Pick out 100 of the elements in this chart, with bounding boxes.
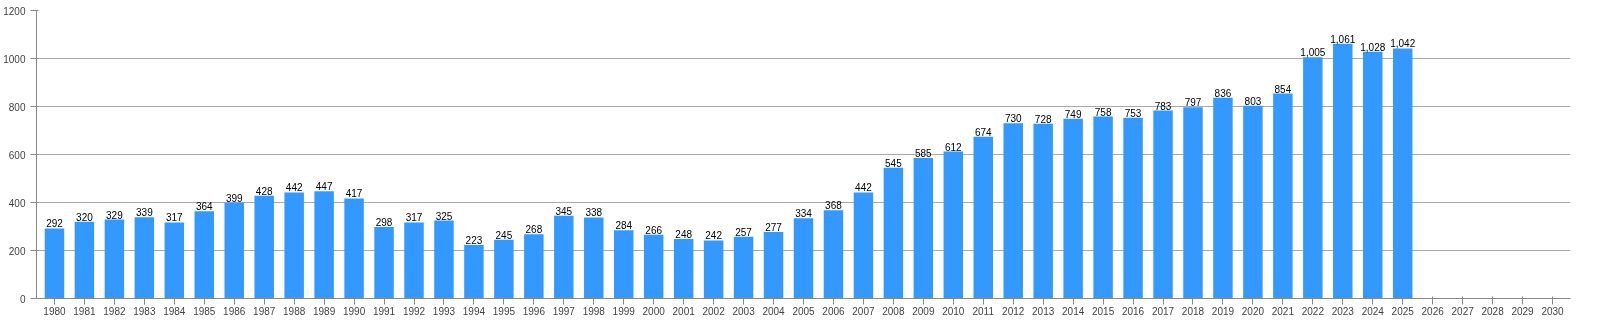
- data-label: 284: [615, 220, 633, 232]
- data-label: 545: [885, 157, 903, 169]
- bar: [973, 136, 993, 299]
- data-label: 292: [46, 218, 64, 230]
- data-label: 854: [1274, 83, 1292, 95]
- x-tick-label: 1998: [582, 305, 606, 317]
- x-tick-label: 2011: [972, 305, 995, 317]
- y-tick-label: 0: [19, 293, 26, 305]
- bar: [1183, 107, 1203, 299]
- x-tick-label: 2005: [792, 305, 816, 317]
- data-label: 428: [255, 185, 273, 197]
- data-label: 245: [495, 229, 513, 241]
- x-tick-label: 1994: [462, 305, 486, 317]
- x-tick-label: 2000: [642, 305, 666, 317]
- bar: [1093, 116, 1113, 299]
- data-label: 797: [1184, 97, 1202, 109]
- bar: [254, 195, 274, 299]
- y-tick-label: 400: [8, 197, 26, 209]
- bar: [853, 192, 874, 299]
- bar: [74, 221, 95, 299]
- bar: [1363, 51, 1383, 299]
- data-label: 728: [1034, 113, 1052, 125]
- bar: [614, 230, 634, 299]
- x-tick-label: 1983: [133, 305, 156, 317]
- bar: [943, 151, 964, 299]
- bar: [134, 217, 155, 299]
- bar: [584, 217, 604, 299]
- data-label: 1,005: [1300, 47, 1326, 59]
- x-tick-label: 2022: [1301, 305, 1325, 317]
- bar: [1033, 123, 1053, 299]
- data-label: 345: [555, 205, 573, 217]
- data-label: 266: [645, 224, 663, 236]
- x-tick-label: 2029: [1511, 305, 1535, 317]
- bar: [434, 220, 454, 299]
- x-tick-label: 2004: [762, 305, 786, 317]
- bar: [374, 226, 394, 299]
- x-tick-label: 1987: [253, 305, 276, 317]
- x-tick-label: 2017: [1151, 305, 1175, 317]
- data-label: 338: [585, 207, 603, 219]
- x-tick-label: 1988: [283, 305, 306, 317]
- x-tick-label: 1985: [193, 305, 216, 317]
- data-label: 442: [855, 182, 873, 194]
- data-label: 298: [375, 216, 393, 228]
- bar: [524, 234, 544, 299]
- x-tick-label: 2016: [1121, 305, 1145, 317]
- x-tick-label: 1999: [612, 305, 636, 317]
- x-tick-label: 1981: [73, 305, 96, 317]
- bar: [1123, 117, 1143, 299]
- data-label: 803: [1244, 95, 1262, 107]
- bar: [1243, 105, 1263, 299]
- x-tick-label: 2009: [912, 305, 935, 317]
- bar: [703, 240, 724, 299]
- x-tick-label: 2023: [1331, 305, 1355, 317]
- x-tick-label: 1982: [103, 305, 126, 317]
- data-label: 749: [1064, 108, 1082, 120]
- data-label: 612: [944, 141, 963, 153]
- bar: [44, 228, 65, 299]
- bar: [344, 198, 364, 299]
- x-tick-label: 2010: [942, 305, 965, 317]
- x-tick-label: 2021: [1271, 305, 1295, 317]
- data-label: 320: [76, 211, 94, 223]
- x-tick-label: 2007: [852, 305, 875, 317]
- bar: [823, 210, 844, 299]
- data-label: 329: [106, 209, 124, 221]
- x-tick-label: 1980: [43, 305, 67, 317]
- x-tick-label: 2024: [1361, 305, 1385, 317]
- bar: [284, 192, 304, 299]
- bar: [733, 236, 754, 299]
- bar: [314, 191, 334, 299]
- bar: [913, 158, 934, 299]
- data-label: 417: [345, 188, 363, 200]
- bar: [1303, 57, 1323, 299]
- data-label: 277: [765, 222, 783, 234]
- data-label: 1,061: [1330, 33, 1356, 45]
- bar: [164, 222, 185, 299]
- data-label: 730: [1004, 113, 1023, 125]
- y-tick-label: 800: [8, 101, 26, 113]
- x-tick-label: 2006: [822, 305, 846, 317]
- data-label: 1,028: [1360, 41, 1386, 53]
- data-label: 317: [405, 212, 423, 224]
- bar: [763, 232, 784, 299]
- bar: [104, 219, 125, 299]
- x-tick-label: 2027: [1451, 305, 1475, 317]
- x-tick-label: 2003: [732, 305, 756, 317]
- bar: [464, 244, 484, 299]
- data-label: 242: [705, 230, 723, 242]
- data-label: 753: [1124, 107, 1142, 119]
- x-tick-label: 2028: [1481, 305, 1505, 317]
- data-label: 257: [735, 226, 753, 238]
- data-label: 248: [675, 228, 693, 240]
- data-label: 1,042: [1390, 38, 1416, 50]
- data-label: 339: [136, 207, 154, 219]
- y-tick-label: 1000: [3, 53, 26, 65]
- data-label: 268: [525, 224, 543, 236]
- data-label: 674: [974, 126, 993, 138]
- x-tick-label: 1995: [492, 305, 516, 317]
- data-label: 334: [795, 208, 813, 220]
- bar: [224, 202, 244, 299]
- data-label: 442: [285, 182, 303, 194]
- bar: [673, 238, 694, 299]
